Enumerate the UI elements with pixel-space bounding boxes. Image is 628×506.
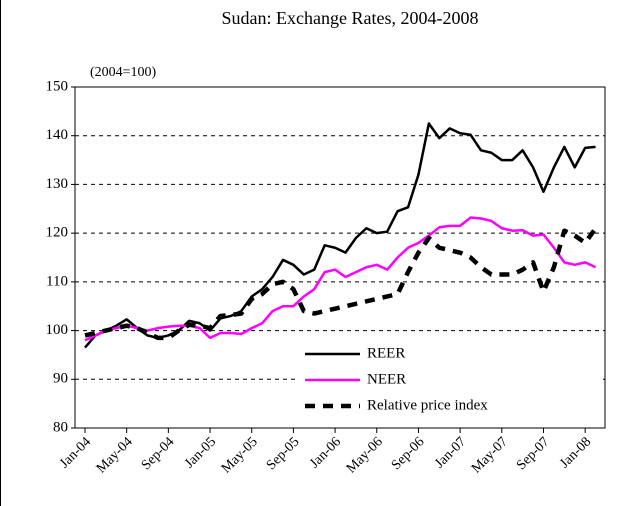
y-tick-label: 80 (53, 419, 68, 435)
x-tick-label: Jan-06 (307, 434, 344, 471)
y-tick-label: 130 (46, 176, 69, 192)
x-tick-label: Jan-07 (432, 434, 469, 471)
x-tick-label: Jan-08 (557, 434, 594, 471)
x-tick-label: May-07 (469, 434, 511, 476)
x-tick-label: Sep-07 (514, 434, 553, 473)
y-tick-label: 110 (46, 273, 68, 289)
legend-label: Relative price index (367, 397, 488, 413)
x-tick-label: May-05 (219, 434, 261, 476)
y-tick-label: 120 (46, 225, 69, 241)
y-tick-label: 140 (46, 127, 69, 143)
legend-label: REER (367, 345, 405, 361)
series-line (84, 226, 598, 341)
x-tick-label: Sep-06 (389, 434, 428, 473)
series-line (84, 122, 596, 349)
x-tick-label: Jan-04 (57, 434, 94, 471)
x-tick-label: May-04 (94, 434, 136, 476)
legend-label: NEER (367, 371, 406, 387)
y-tick-label: 150 (46, 78, 69, 94)
x-tick-label: Jan-05 (182, 434, 219, 471)
chart-title: Sudan: Exchange Rates, 2004-2008 (222, 8, 479, 28)
y-tick-label: 100 (46, 322, 69, 338)
x-tick-label: Sep-04 (139, 434, 178, 473)
series-line (84, 216, 597, 342)
plot-frame (74, 86, 606, 429)
x-tick-label: Sep-05 (264, 434, 303, 473)
annotation: (2004=100) (90, 65, 157, 80)
y-tick-label: 90 (53, 371, 68, 387)
x-tick-label: May-06 (344, 434, 386, 476)
